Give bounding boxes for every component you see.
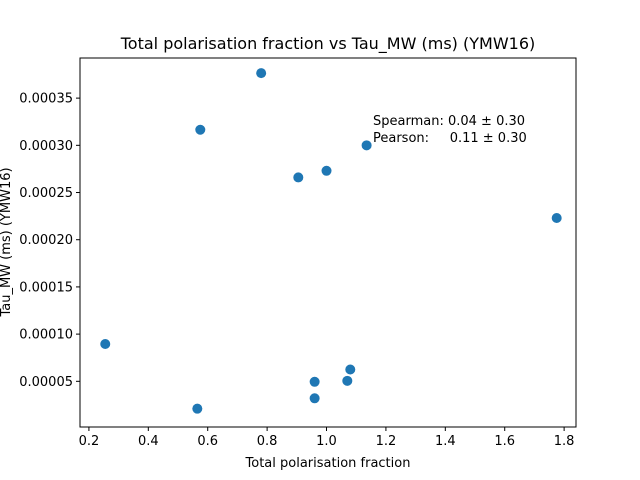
data-point bbox=[256, 68, 267, 79]
marks-layer bbox=[100, 68, 562, 414]
y-axis: 0.00005 0.00010 0.00015 0.00020 0.00025 0.000… bbox=[19, 92, 80, 390]
y-axis-label: Tau_MW (ms) (YMW16) bbox=[0, 167, 14, 317]
data-point bbox=[342, 375, 353, 386]
data-point bbox=[551, 213, 562, 224]
x-tick-label: 0.2 bbox=[79, 434, 100, 449]
data-point bbox=[345, 364, 356, 375]
x-tick-label: 1.6 bbox=[494, 434, 515, 449]
x-tick-label: 1.4 bbox=[435, 434, 456, 449]
x-tick-label: 1.2 bbox=[376, 434, 397, 449]
y-tick-label: 0.00015 bbox=[19, 280, 73, 295]
data-point bbox=[361, 140, 372, 151]
data-point bbox=[309, 376, 320, 387]
x-axis: 0.2 0.4 0.6 0.8 1.0 1.2 1.4 1.6 1.8 bbox=[79, 427, 575, 449]
x-axis-label: Total polarisation fraction bbox=[245, 456, 411, 471]
data-point bbox=[321, 165, 332, 176]
y-tick-label: 0.00030 bbox=[19, 139, 73, 154]
spearman-annotation: Spearman: 0.04 ± 0.30 bbox=[373, 114, 525, 129]
y-tick-label: 0.00010 bbox=[19, 328, 73, 343]
x-tick-label: 1.0 bbox=[316, 434, 337, 449]
x-tick-label: 0.4 bbox=[138, 434, 159, 449]
x-tick-label: 0.8 bbox=[257, 434, 278, 449]
data-point bbox=[293, 172, 304, 183]
chart-title: Total polarisation fraction vs Tau_MW (m… bbox=[120, 34, 536, 54]
y-tick-label: 0.00025 bbox=[19, 186, 73, 201]
data-point bbox=[100, 339, 111, 350]
data-point bbox=[309, 393, 320, 404]
x-tick-label: 1.8 bbox=[554, 434, 575, 449]
y-tick-label: 0.00020 bbox=[19, 233, 73, 248]
data-point bbox=[195, 124, 206, 135]
y-tick-label: 0.00005 bbox=[19, 375, 73, 390]
y-tick-label: 0.00035 bbox=[19, 92, 73, 107]
x-tick-label: 0.6 bbox=[197, 434, 218, 449]
plot-frame bbox=[79, 57, 577, 428]
pearson-annotation: Pearson: 0.11 ± 0.30 bbox=[373, 131, 527, 146]
data-point bbox=[192, 403, 203, 414]
